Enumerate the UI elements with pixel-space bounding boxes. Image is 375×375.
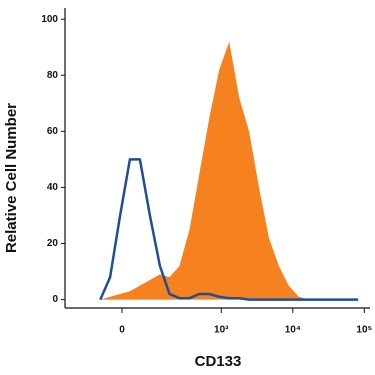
y-tick-label: 40 bbox=[47, 182, 59, 193]
y-tick-label: 100 bbox=[41, 14, 58, 25]
x-tick-label: 10⁴ bbox=[285, 325, 301, 336]
x-tick-label: 10⁵ bbox=[356, 325, 372, 336]
y-axis-title: Relative Cell Number bbox=[3, 103, 20, 253]
line bbox=[99, 158, 359, 301]
x-tick-label: 10³ bbox=[214, 325, 229, 336]
y-tick-label: 20 bbox=[47, 238, 59, 249]
x-axis-title: CD133 bbox=[195, 353, 242, 370]
x-tick-label: 0 bbox=[119, 325, 125, 336]
area bbox=[100, 41, 359, 300]
y-tick-label: 60 bbox=[47, 126, 59, 137]
y-tick-label: 0 bbox=[52, 294, 58, 305]
y-tick-label: 80 bbox=[47, 70, 59, 81]
